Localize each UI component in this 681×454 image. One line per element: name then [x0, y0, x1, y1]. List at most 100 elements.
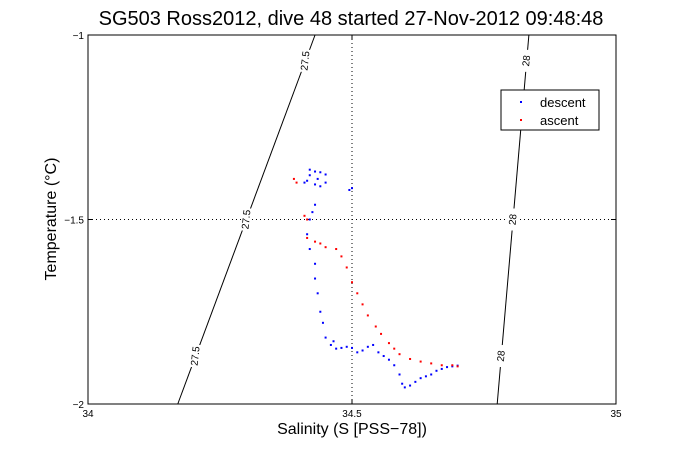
- data-point: [316, 292, 319, 295]
- grid: [88, 35, 616, 404]
- data-point: [430, 373, 433, 376]
- data-point: [319, 185, 322, 188]
- data-point: [332, 340, 335, 343]
- data-point: [311, 211, 314, 214]
- legend-label: ascent: [540, 113, 579, 128]
- data-point: [308, 168, 311, 171]
- data-point: [372, 343, 375, 346]
- data-point: [314, 170, 317, 173]
- y-tick-label: −1: [73, 31, 85, 42]
- data-point: [324, 336, 327, 339]
- data-point: [414, 380, 417, 383]
- data-point: [382, 355, 385, 358]
- x-tick-label: 34: [82, 409, 94, 420]
- data-point: [456, 365, 459, 368]
- data-point: [424, 375, 427, 378]
- contour-label: 27.5: [190, 345, 203, 366]
- data-point: [409, 357, 412, 360]
- data-point: [345, 266, 348, 269]
- legend-box: [500, 89, 600, 131]
- data-point: [374, 325, 377, 328]
- data-point: [308, 218, 311, 221]
- data-point: [351, 346, 353, 349]
- data-point: [446, 366, 449, 369]
- data-point: [361, 303, 364, 306]
- data-point: [319, 310, 322, 313]
- data-point: [451, 365, 454, 368]
- data-point: [314, 240, 317, 243]
- data-point: [377, 351, 380, 354]
- data-point: [324, 246, 327, 249]
- legend-marker: [520, 119, 522, 121]
- data-point: [340, 346, 343, 349]
- contour-label: 28: [521, 54, 533, 67]
- data-point: [366, 314, 369, 317]
- contour-label: 27.5: [299, 50, 312, 71]
- data-point: [398, 353, 401, 356]
- data-point: [387, 342, 390, 345]
- data-point: [440, 364, 443, 367]
- data-point: [303, 214, 306, 217]
- data-point: [306, 233, 309, 236]
- y-axis-label: Temperature (°C): [43, 158, 60, 281]
- data-point: [387, 358, 390, 361]
- data-point: [351, 281, 353, 284]
- chart-title: SG503 Ross2012, dive 48 started 27-Nov-2…: [99, 8, 604, 30]
- data-point: [366, 345, 369, 348]
- data-point: [409, 384, 412, 387]
- data-point: [419, 360, 422, 363]
- data-point: [345, 345, 348, 348]
- density-contours: 27.5 27.5 27.5 28 28 28: [177, 34, 533, 405]
- data-point: [340, 255, 343, 258]
- legend-marker: [520, 101, 522, 103]
- data-point: [401, 382, 404, 385]
- axis-ticks: 34 34.5 35 −1 −1.5 −2: [64, 31, 622, 420]
- data-point: [303, 181, 306, 184]
- data-point: [356, 292, 359, 295]
- contour-label-bg: [496, 345, 507, 368]
- data-point: [380, 332, 383, 335]
- data-point: [324, 173, 327, 176]
- x-tick-label: 35: [610, 409, 622, 420]
- data-point: [321, 321, 324, 324]
- y-tick-label: −2: [73, 400, 85, 411]
- y-tick-label: −1.5: [64, 216, 84, 227]
- data-point: [306, 236, 309, 239]
- data-point: [440, 367, 443, 370]
- x-tick-label: 34.5: [342, 409, 362, 420]
- legend-label: descent: [540, 95, 586, 110]
- data-point: [356, 351, 359, 354]
- contour-label: 28: [507, 213, 519, 226]
- contour-label-bg: [241, 208, 252, 231]
- data-point: [292, 177, 295, 180]
- data-point: [451, 364, 454, 367]
- data-point: [324, 181, 327, 184]
- data-point: [295, 181, 298, 184]
- data-point: [435, 369, 438, 372]
- data-point: [361, 349, 364, 352]
- x-axis-label: Salinity (S [PSS−78]): [277, 421, 427, 438]
- data-point: [319, 171, 322, 174]
- data-point: [335, 347, 338, 350]
- data-points: [292, 168, 459, 389]
- data-point: [393, 364, 396, 367]
- contour-label-bg: [508, 208, 519, 231]
- contour-label-bg: [300, 49, 311, 72]
- data-point: [314, 277, 317, 280]
- data-point: [306, 179, 309, 182]
- contour-label: 27.5: [240, 209, 253, 230]
- data-point: [403, 386, 406, 389]
- contour-label-bg: [190, 345, 201, 368]
- data-point: [351, 187, 353, 190]
- data-point: [306, 218, 309, 221]
- data-point: [319, 242, 322, 245]
- legend: descent ascent: [500, 89, 600, 131]
- data-point: [348, 188, 351, 191]
- data-point: [308, 174, 311, 177]
- contour-label-bg: [521, 49, 532, 72]
- data-point: [314, 262, 317, 265]
- data-point: [393, 347, 396, 350]
- data-point: [314, 203, 317, 206]
- data-point: [419, 377, 422, 380]
